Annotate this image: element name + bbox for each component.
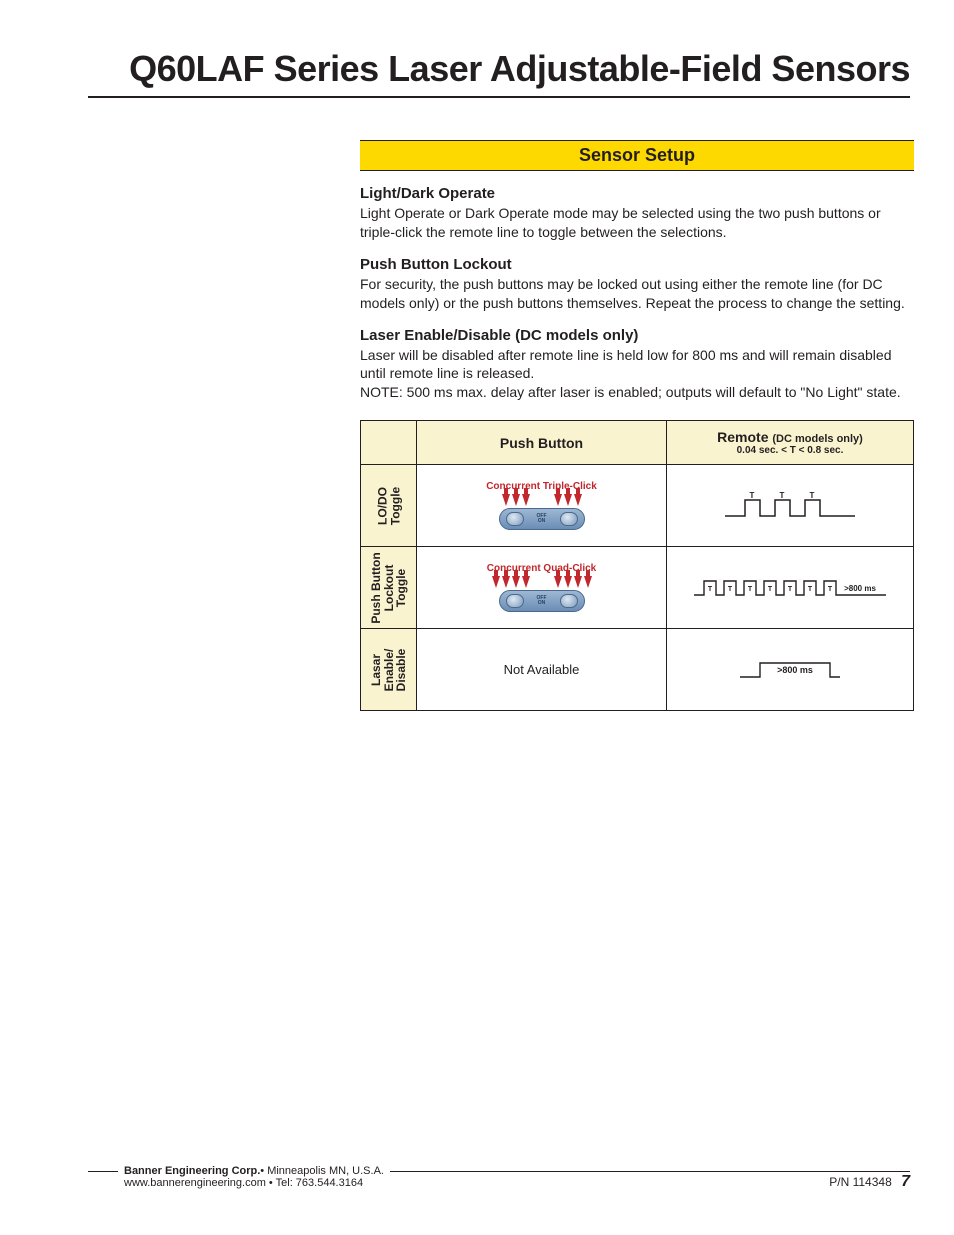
- note-row: NOTE: 500 ms max. delay after laser is e…: [360, 383, 914, 402]
- cell-pb-r2: Concurrent Quad-Click OFFON: [417, 547, 667, 629]
- cell-pb-r1: Concurrent Triple-Click OFFON: [417, 465, 667, 547]
- svg-text:T: T: [808, 586, 813, 593]
- footer-rule-right: [390, 1171, 910, 1172]
- button-graphic-r2: OFFON: [421, 590, 662, 612]
- footer: Banner Engineering Corp. • Minneapolis M…: [88, 1165, 910, 1189]
- page-number: 7: [901, 1173, 910, 1190]
- col-remote-sub1: (DC models only): [772, 433, 862, 445]
- rowhead-lodo-l2: Toggle: [388, 487, 402, 525]
- page-title: Q60LAF Series Laser Adjustable-Field Sen…: [129, 48, 910, 90]
- svg-text:T: T: [768, 586, 773, 593]
- rowhead-lockout-l3: Toggle: [394, 569, 408, 607]
- title-rule: [88, 96, 910, 98]
- col-pushbutton: Push Button: [417, 421, 667, 465]
- cell-pb-r3: Not Available: [417, 629, 667, 711]
- section-banner: Sensor Setup: [360, 140, 914, 171]
- rowhead-laser: Lasar Enable/ Disable: [361, 629, 417, 711]
- svg-text:T: T: [828, 586, 833, 593]
- table-corner: [361, 421, 417, 465]
- svg-text:T: T: [708, 586, 713, 593]
- rowhead-lockout: Push Button Lockout Toggle: [361, 547, 417, 629]
- part-number: P/N 114348: [829, 1175, 892, 1189]
- col-remote: Remote (DC models only) 0.04 sec. < T < …: [667, 421, 914, 465]
- arrows-r1: [421, 494, 662, 506]
- rowhead-lockout-l1: Push Button: [369, 552, 383, 623]
- col-remote-sub2: 0.04 sec. < T < 0.8 sec.: [671, 445, 909, 456]
- subhead-light-dark: Light/Dark Operate: [360, 185, 914, 202]
- svg-text:T: T: [810, 491, 815, 500]
- note-body: 500 ms max. delay after laser is enabled…: [407, 383, 901, 402]
- footer-contact: www.bannerengineering.com • Tel: 763.544…: [124, 1177, 910, 1189]
- body-laser: Laser will be disabled after remote line…: [360, 346, 914, 384]
- svg-text:>800 ms: >800 ms: [777, 665, 813, 675]
- svg-text:T: T: [748, 586, 753, 593]
- svg-text:T: T: [788, 586, 793, 593]
- body-light-dark: Light Operate or Dark Operate mode may b…: [360, 204, 914, 242]
- subhead-lockout: Push Button Lockout: [360, 256, 914, 273]
- pulse-diagram-r3: >800 ms: [735, 657, 845, 683]
- pb-label-r2: Concurrent Quad-Click: [421, 563, 662, 574]
- pb-label-r1: Concurrent Triple-Click: [421, 481, 662, 492]
- page-number-block: P/N 114348 7: [829, 1173, 910, 1191]
- button-graphic-r1: OFFON: [421, 508, 662, 530]
- pulse-diagram-r2: T T T T T T T >800 ms: [690, 573, 890, 603]
- rowhead-lodo-l1: LO/DO: [375, 487, 389, 525]
- footer-company: Banner Engineering Corp.: [124, 1165, 260, 1177]
- cell-remote-r1: T T T: [667, 465, 914, 547]
- subhead-laser: Laser Enable/Disable (DC models only): [360, 327, 914, 344]
- footer-loc: • Minneapolis MN, U.S.A.: [260, 1165, 384, 1177]
- arrows-r2: [421, 576, 662, 588]
- content-column: Sensor Setup Light/Dark Operate Light Op…: [360, 140, 914, 711]
- col-remote-label: Remote: [717, 429, 768, 445]
- svg-text:T: T: [728, 586, 733, 593]
- svg-text:>800 ms: >800 ms: [844, 584, 876, 593]
- svg-text:T: T: [750, 491, 755, 500]
- cell-remote-r3: >800 ms: [667, 629, 914, 711]
- note-label: NOTE:: [360, 383, 407, 402]
- body-lockout: For security, the push buttons may be lo…: [360, 275, 914, 313]
- pulse-diagram-r1: T T T: [720, 488, 860, 524]
- setup-table: Push Button Remote (DC models only) 0.04…: [360, 420, 914, 711]
- rowhead-lockout-l2: Lockout: [381, 564, 395, 611]
- rowhead-laser-l1: Lasar: [369, 654, 383, 686]
- footer-rule-left: [88, 1171, 118, 1172]
- rowhead-lodo: LO/DO Toggle: [361, 465, 417, 547]
- rowhead-laser-l3: Disable: [394, 648, 408, 691]
- cell-remote-r2: T T T T T T T >800 ms: [667, 547, 914, 629]
- rowhead-laser-l2: Enable/: [381, 648, 395, 691]
- svg-text:T: T: [780, 491, 785, 500]
